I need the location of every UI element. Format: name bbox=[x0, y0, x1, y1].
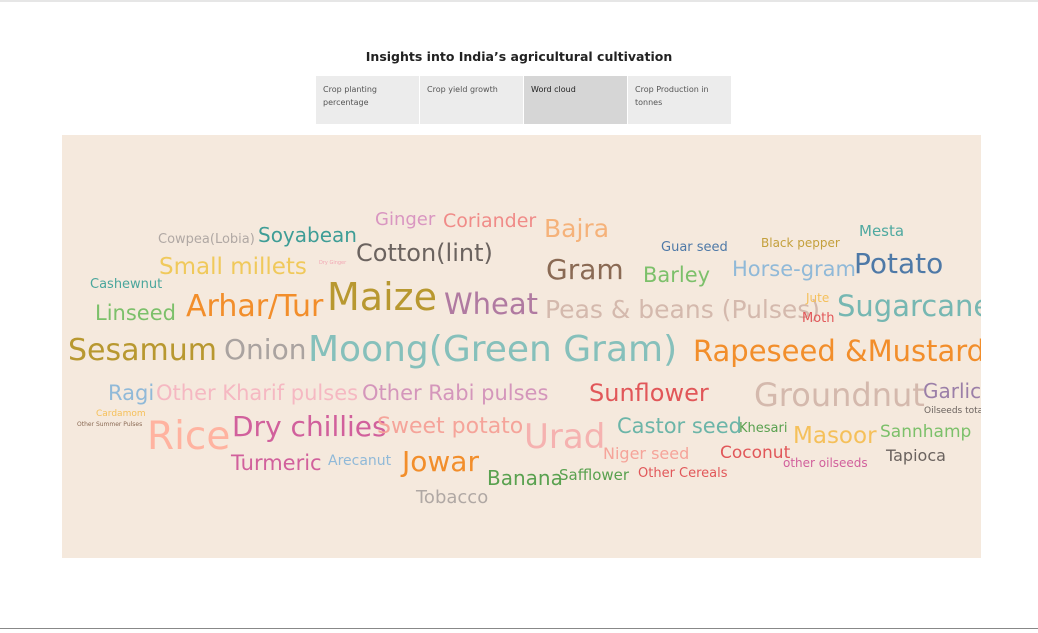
tab-crop-yield-growth[interactable]: Crop yield growth bbox=[420, 76, 523, 124]
word-sweet-potato[interactable]: Sweet potato bbox=[377, 414, 524, 439]
word-oilseeds-total[interactable]: Oilseeds total bbox=[924, 406, 981, 416]
word-other-cereals[interactable]: Other Cereals bbox=[638, 466, 728, 481]
word-small-millets[interactable]: Small millets bbox=[159, 254, 307, 280]
word-tobacco[interactable]: Tobacco bbox=[416, 487, 489, 508]
word-arhar-tur[interactable]: Arhar/Tur bbox=[186, 289, 324, 324]
word-niger-seed[interactable]: Niger seed bbox=[603, 444, 690, 463]
word-cotton-lint[interactable]: Cotton(lint) bbox=[356, 239, 493, 267]
tab-word-cloud[interactable]: Word cloud bbox=[524, 76, 627, 124]
top-border bbox=[0, 0, 1038, 2]
word-other-kharif-pulses[interactable]: Other Kharif pulses bbox=[156, 381, 359, 405]
word-maize[interactable]: Maize bbox=[327, 275, 437, 319]
word-barley[interactable]: Barley bbox=[643, 263, 711, 287]
tab-crop-production[interactable]: Crop Production in tonnes bbox=[628, 76, 731, 124]
word-arecanut[interactable]: Arecanut bbox=[328, 453, 392, 469]
word-horse-gram[interactable]: Horse-gram bbox=[732, 257, 857, 281]
word-garlic[interactable]: Garlic bbox=[923, 379, 981, 403]
word-urad[interactable]: Urad bbox=[524, 417, 606, 457]
word-rice[interactable]: Rice bbox=[147, 414, 231, 459]
word-safflower[interactable]: Safflower bbox=[559, 466, 630, 484]
word-other-oilseeds[interactable]: other oilseeds bbox=[783, 456, 868, 470]
word-sesamum[interactable]: Sesamum bbox=[68, 333, 217, 368]
word-dry-ginger[interactable]: Dry Ginger bbox=[319, 260, 347, 266]
word-soyabean[interactable]: Soyabean bbox=[258, 223, 357, 247]
word-masoor[interactable]: Masoor bbox=[793, 423, 877, 449]
word-onion[interactable]: Onion bbox=[224, 333, 307, 366]
bottom-border bbox=[0, 628, 1038, 629]
word-ragi[interactable]: Ragi bbox=[108, 381, 155, 405]
word-tapioca[interactable]: Tapioca bbox=[886, 446, 946, 465]
word-groundnut[interactable]: Groundnut bbox=[754, 376, 925, 414]
word-wheat[interactable]: Wheat bbox=[444, 287, 539, 321]
word-jute[interactable]: Jute bbox=[806, 291, 830, 305]
word-dry-chillies[interactable]: Dry chillies bbox=[232, 410, 387, 443]
page-title: Insights into India’s agricultural culti… bbox=[365, 49, 673, 64]
word-khesari[interactable]: Khesari bbox=[739, 421, 788, 436]
word-linseed[interactable]: Linseed bbox=[95, 301, 176, 325]
word-sugarcane[interactable]: Sugarcane bbox=[837, 289, 981, 323]
word-mesta[interactable]: Mesta bbox=[859, 222, 905, 240]
word-ginger[interactable]: Ginger bbox=[375, 209, 436, 230]
word-cashewnut[interactable]: Cashewnut bbox=[90, 277, 163, 292]
word-cloud-panel: Ginger Coriander Bajra Mesta Cowpea(Lobia) So… bbox=[62, 135, 981, 558]
word-moth[interactable]: Moth bbox=[802, 311, 835, 326]
word-bajra[interactable]: Bajra bbox=[544, 214, 610, 243]
word-black-pepper[interactable]: Black pepper bbox=[761, 236, 840, 250]
word-peas-beans-pulses[interactable]: Peas & beans (Pulses) bbox=[545, 295, 821, 324]
word-other-summer-pulses[interactable]: Other Summer Pulses bbox=[77, 421, 143, 428]
word-jowar[interactable]: Jowar bbox=[402, 445, 479, 478]
word-other-rabi-pulses[interactable]: Other Rabi pulses bbox=[362, 381, 549, 405]
word-cardamom[interactable]: Cardamom bbox=[96, 409, 146, 419]
word-moong-green-gram[interactable]: Moong(Green Gram) bbox=[308, 329, 678, 370]
dashboard-tabs: Crop planting percentage Crop yield grow… bbox=[316, 76, 731, 124]
word-turmeric[interactable]: Turmeric bbox=[231, 451, 322, 475]
word-guar-seed[interactable]: Guar seed bbox=[661, 240, 728, 255]
word-sannhamp[interactable]: Sannhamp bbox=[880, 422, 972, 442]
word-cowpea-lobia[interactable]: Cowpea(Lobia) bbox=[158, 232, 255, 247]
word-gram[interactable]: Gram bbox=[546, 253, 624, 286]
word-sunflower[interactable]: Sunflower bbox=[589, 379, 709, 407]
word-rapeseed-mustard[interactable]: Rapeseed &Mustard bbox=[693, 334, 981, 368]
word-coconut[interactable]: Coconut bbox=[720, 443, 791, 463]
word-potato[interactable]: Potato bbox=[854, 247, 944, 280]
word-castor-seed[interactable]: Castor seed bbox=[617, 414, 742, 438]
tab-crop-planting-percentage[interactable]: Crop planting percentage bbox=[316, 76, 419, 124]
word-banana[interactable]: Banana bbox=[487, 466, 563, 490]
word-coriander[interactable]: Coriander bbox=[443, 210, 537, 232]
